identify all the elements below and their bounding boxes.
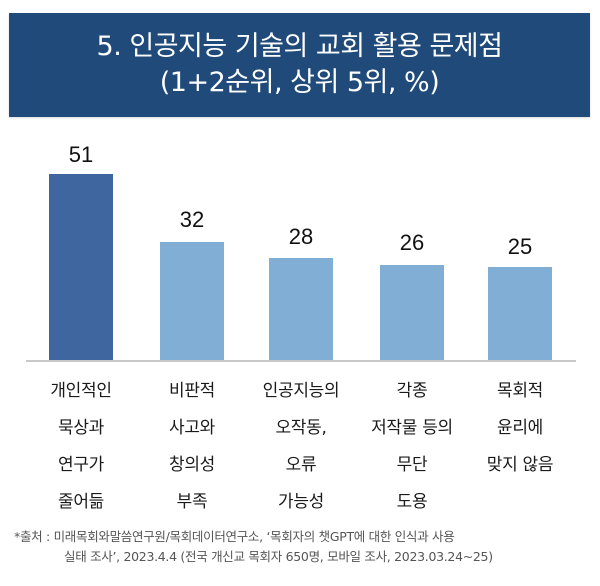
value-label-1: 51: [68, 142, 94, 167]
value-label-3: 28: [288, 224, 314, 249]
source-line-2: 실태 조사’, 2023.4.4 (전국 개신교 목회자 650명, 모바일 조…: [64, 549, 493, 564]
bar-5: [488, 267, 552, 360]
value-label-2: 32: [179, 207, 205, 232]
source-footnote: *출처 : 미래목회와말씀연구원/목회데이터연구소, ‘목회자의 챗GPT에 대…: [14, 527, 594, 567]
category-label-5: 목회적 윤리에 맞지 않음: [486, 381, 554, 475]
bar-1: [49, 174, 113, 360]
chart-title-banner: 5. 인공지능 기술의 교회 활용 문제점 (1+2순위, 상위 5위, %): [9, 13, 590, 117]
value-label-4: 26: [399, 230, 425, 255]
bar-2: [160, 242, 224, 360]
chart-subtitle: (1+2순위, 상위 5위, %): [159, 67, 440, 98]
category-label-1: 개인적인 묵상과 연구가 줄어듦: [50, 381, 112, 512]
category-label-3: 인공지능의 오작동, 오류 가능성: [262, 381, 340, 512]
chart-title: 5. 인공지능 기술의 교회 활용 문제점: [96, 31, 503, 62]
x-axis-line: [26, 360, 576, 362]
value-label-5: 25: [507, 234, 533, 259]
category-label-4: 각종 저작물 등의 무단 도용: [371, 381, 453, 512]
bar-4: [380, 265, 444, 360]
category-label-2: 비판적 사고와 창의성 부족: [168, 381, 216, 512]
source-line-1: *출처 : 미래목회와말씀연구원/목회데이터연구소, ‘목회자의 챗GPT에 대…: [14, 529, 455, 544]
bar-3: [269, 258, 333, 360]
